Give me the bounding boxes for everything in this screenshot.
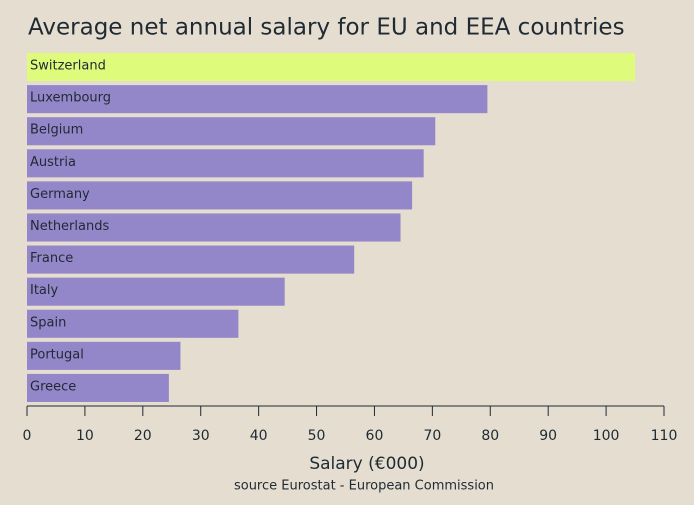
category-label: Italy [30,283,59,298]
category-label: Netherlands [30,219,109,234]
x-tick-label: 90 [539,428,557,444]
x-tick-label: 20 [134,428,152,444]
chart-title: Average net annual salary for EU and EEA… [28,15,625,41]
category-label: Greece [30,379,76,394]
bar [27,213,401,242]
bar [27,309,239,338]
x-tick-label: 70 [423,428,441,444]
category-label: Austria [30,155,76,170]
category-label: Portugal [30,347,84,362]
x-tick-label: 100 [593,428,620,444]
x-tick-label: 30 [192,428,210,444]
x-tick-label: 10 [76,428,94,444]
x-tick-label: 50 [308,428,326,444]
bar [27,117,436,146]
x-tick-label: 80 [481,428,499,444]
bar [27,277,285,306]
category-label: Spain [30,315,66,330]
category-label: Belgium [30,123,83,138]
bar [27,149,424,178]
category-label: Germany [30,187,90,202]
category-label: Luxembourg [30,91,111,106]
x-tick-label: 110 [651,428,678,444]
x-tick-label: 0 [23,428,32,444]
bar [27,181,413,210]
source-note: source Eurostat - European Commission [234,479,494,494]
bar [27,85,488,114]
category-label: Switzerland [30,59,106,74]
category-label: France [30,251,73,266]
bar [27,341,181,370]
x-axis-label: Salary (€000) [309,454,424,474]
bar [27,373,169,402]
bar [27,53,636,82]
x-tick-label: 60 [366,428,384,444]
bar [27,245,355,274]
x-tick-label: 40 [250,428,268,444]
